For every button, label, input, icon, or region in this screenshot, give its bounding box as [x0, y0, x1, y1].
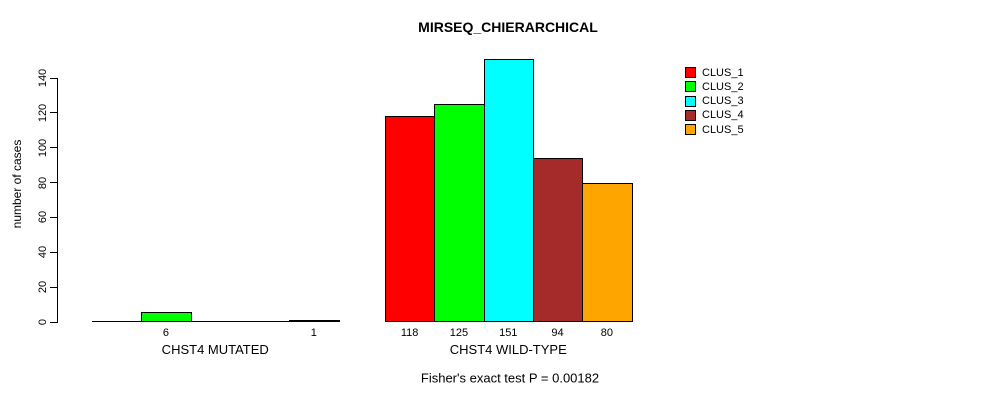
- x-axis-group-label: CHST4 WILD-TYPE: [449, 342, 567, 357]
- chart-title: MIRSEQ_CHIERARCHICAL: [418, 19, 598, 35]
- bar: [141, 312, 192, 322]
- bar: [434, 104, 485, 322]
- y-axis-tick-label: 40: [37, 246, 49, 259]
- legend-swatch: [685, 95, 696, 107]
- bar-value-label: 6: [162, 327, 169, 339]
- y-axis-tick: [50, 216, 57, 218]
- y-axis-tick-label: 0: [37, 318, 49, 326]
- x-axis-group-label: CHST4 MUTATED: [161, 342, 269, 357]
- y-axis-tick-label: 60: [37, 211, 49, 224]
- bar: [191, 321, 241, 322]
- y-axis-tick-label: 100: [37, 138, 49, 157]
- y-axis-tick: [50, 251, 57, 253]
- y-axis-tick: [50, 112, 57, 114]
- y-axis-tick-label: 120: [37, 103, 49, 123]
- y-axis-line: [57, 78, 58, 323]
- y-axis-tick: [50, 286, 57, 288]
- annotation-text: Fisher's exact test P = 0.00182: [420, 370, 600, 386]
- legend-swatch: [685, 124, 696, 136]
- bar: [289, 320, 340, 322]
- bar: [92, 321, 142, 322]
- legend-label: CLUS_2: [702, 80, 744, 93]
- bar-value-label: 80: [600, 327, 613, 339]
- bar: [385, 116, 435, 322]
- bar-value-label: 94: [551, 327, 564, 339]
- y-axis-tick-label: 140: [37, 68, 49, 88]
- y-axis-tick: [50, 147, 57, 149]
- legend-swatch: [685, 67, 696, 78]
- y-axis-tick-label: 80: [37, 176, 49, 189]
- legend-swatch: [685, 81, 696, 93]
- bar: [533, 158, 583, 322]
- bar-value-label: 125: [449, 327, 469, 339]
- bar-value-label: 151: [499, 327, 518, 339]
- bar-value-label: 1: [310, 327, 317, 339]
- bar: [240, 321, 290, 322]
- legend-swatch: [685, 109, 696, 121]
- y-axis-tick-label: 20: [37, 281, 49, 294]
- y-axis-label: number of cases: [10, 139, 24, 229]
- bar-value-label: 118: [400, 327, 419, 339]
- y-axis-tick: [50, 77, 57, 79]
- legend-label: CLUS_5: [702, 123, 744, 136]
- legend-label: CLUS_1: [702, 66, 744, 79]
- y-axis-tick: [50, 182, 57, 184]
- legend-label: CLUS_3: [702, 95, 744, 108]
- bar: [484, 59, 534, 322]
- bar: [582, 183, 633, 322]
- y-axis-tick: [50, 321, 57, 323]
- legend-label: CLUS_4: [702, 109, 744, 122]
